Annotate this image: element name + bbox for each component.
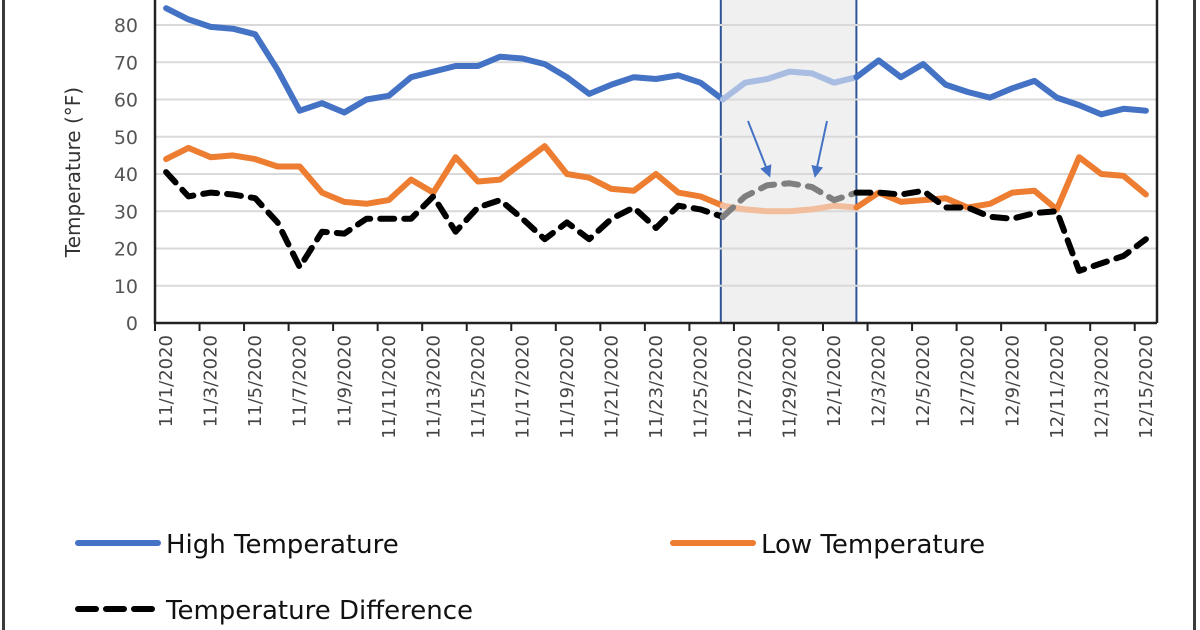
legend-label: High Temperature: [166, 530, 399, 560]
annotations: [747, 120, 828, 178]
y-tick-labels: 0 10 20 30 40 50 60 70 80: [114, 15, 138, 335]
legend-label: Temperature Difference: [165, 596, 473, 626]
highlight-region: [720, 0, 857, 323]
y-tick-label: 0: [126, 313, 138, 335]
y-tick-label: 50: [114, 127, 138, 149]
x-tick-label: 11/3/2020: [201, 335, 222, 427]
legend-item: Low Temperature: [670, 530, 985, 560]
frame-border-left: [2, 0, 5, 630]
x-tick-label: 12/15/2020: [1136, 335, 1157, 439]
y-axis-title: Temperature (°F): [61, 87, 85, 258]
x-tick-label: 11/13/2020: [423, 335, 444, 439]
annotation-arrow-left: [747, 120, 772, 178]
x-tick-labels: 11/1/2020 11/3/2020 11/5/2020 11/7/2020 11/9…: [156, 335, 1157, 439]
x-tick-label: 11/23/2020: [646, 335, 667, 439]
x-tick-label: 11/17/2020: [512, 335, 533, 439]
line-segment: [163, 143, 726, 209]
x-tick-label: 11/19/2020: [557, 335, 578, 439]
series-lines: [163, 5, 1149, 274]
x-tick-label: 11/25/2020: [691, 335, 712, 439]
y-tick-label: 10: [114, 276, 138, 298]
legend-item: Temperature Difference: [75, 596, 473, 626]
y-tick-label: 30: [114, 201, 138, 223]
series-low-temperature: [163, 143, 1149, 215]
x-tick-label: 11/11/2020: [379, 335, 400, 439]
line-segment: [163, 5, 726, 116]
y-tick-label: 80: [114, 15, 138, 37]
x-tick-label: 12/7/2020: [958, 335, 979, 427]
line-segment: [163, 169, 726, 271]
line-segment: [853, 187, 1149, 274]
x-tick-label: 12/13/2020: [1091, 335, 1112, 439]
line-segment: [853, 57, 1149, 118]
highlight-layer: [719, 0, 858, 323]
line-segment: [853, 154, 1149, 213]
y-tick-label: 40: [114, 164, 138, 186]
series-temperature-difference: [163, 169, 1149, 274]
frame-border-right: [1193, 0, 1196, 630]
y-tick-label: 20: [114, 239, 138, 261]
x-tick-label: 12/3/2020: [869, 335, 890, 427]
x-tick-label: 12/5/2020: [913, 335, 934, 427]
x-tick-label: 12/1/2020: [824, 335, 845, 427]
legend: High Temperature Low Temperature Temperatu…: [75, 530, 985, 626]
annotation-arrow-right: [811, 120, 828, 178]
x-tick-label: 12/11/2020: [1047, 335, 1068, 439]
x-tick-label: 11/1/2020: [156, 335, 177, 427]
x-tick-label: 11/15/2020: [468, 335, 489, 439]
line-segment-highlighted: [719, 68, 860, 103]
x-tick-label: 12/9/2020: [1002, 335, 1023, 427]
x-tick-label: 11/9/2020: [334, 335, 355, 427]
legend-item: High Temperature: [75, 530, 399, 560]
x-tick-label: 11/27/2020: [735, 335, 756, 439]
y-tick-label: 70: [114, 52, 138, 74]
legend-label: Low Temperature: [761, 530, 985, 560]
line-segment-highlighted: [719, 202, 860, 215]
x-tick-label: 11/5/2020: [245, 335, 266, 427]
gridlines: [155, 24, 1157, 287]
line-segment-highlighted: [719, 180, 860, 220]
x-tick-label: 11/7/2020: [290, 335, 311, 427]
axes: [153, 0, 1159, 331]
y-tick-label: 60: [114, 90, 138, 112]
series-high-temperature: [163, 5, 1149, 118]
x-tick-label: 11/21/2020: [601, 335, 622, 439]
x-tick-label: 11/29/2020: [780, 335, 801, 439]
